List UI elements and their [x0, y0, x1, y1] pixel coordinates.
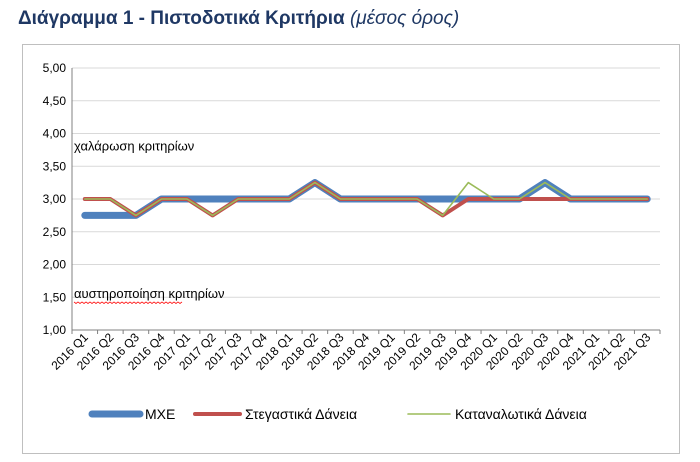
- legend: ΜΧΕ Στεγαστικά Δάνεια Καταναλωτικά Δάνεια: [88, 406, 587, 422]
- chart-title-subtitle: (μέσος όρος): [349, 8, 460, 29]
- legend-consumer-loans: Καταναλωτικά Δάνεια: [407, 406, 587, 422]
- series-lines: [81, 179, 651, 219]
- y-tick-label: 3,00: [43, 192, 67, 206]
- chart-title-main: Διάγραμμα 1 - Πιστοδοτικά Κριτήρια: [18, 8, 345, 29]
- legend-housing-loans: Στεγαστικά Δάνεια: [193, 406, 357, 422]
- annotation-easing: χαλάρωση κριτηρίων: [74, 139, 194, 154]
- legend-label: ΜΧΕ: [145, 406, 175, 422]
- annotation-tightening: αυστηροποίηση κριτηρίων: [74, 286, 225, 301]
- legend-mxe: ΜΧΕ: [88, 406, 175, 422]
- y-tick-label: 2,50: [43, 225, 67, 239]
- y-tick-label: 4,00: [43, 127, 67, 141]
- legend-label: Στεγαστικά Δάνεια: [245, 406, 357, 422]
- y-tick-labels: 1,00 1,50 2,00 2,50 3,00 3,50 4,00 4,50 5,00: [43, 61, 67, 337]
- spellcheck-underline: [73, 301, 183, 304]
- y-tick-label: 2,00: [43, 258, 67, 272]
- legend-label: Καταναλωτικά Δάνεια: [455, 406, 587, 422]
- y-tick-label: 3,50: [43, 159, 67, 173]
- annotations: χαλάρωση κριτηρίων αυστηροποίηση κριτηρίω…: [73, 139, 225, 304]
- y-tick-label: 1,50: [43, 290, 67, 304]
- chart-title: Διάγραμμα 1 - Πιστοδοτικά Κριτήρια (μέσο…: [18, 8, 459, 30]
- chart-frame: [22, 44, 680, 454]
- series-line-consumer-loans: [84, 181, 649, 217]
- y-tick-label: 5,00: [43, 61, 67, 75]
- axes: [71, 68, 661, 334]
- y-tick-label: 1,00: [43, 323, 67, 337]
- y-tick-label: 4,50: [43, 94, 67, 108]
